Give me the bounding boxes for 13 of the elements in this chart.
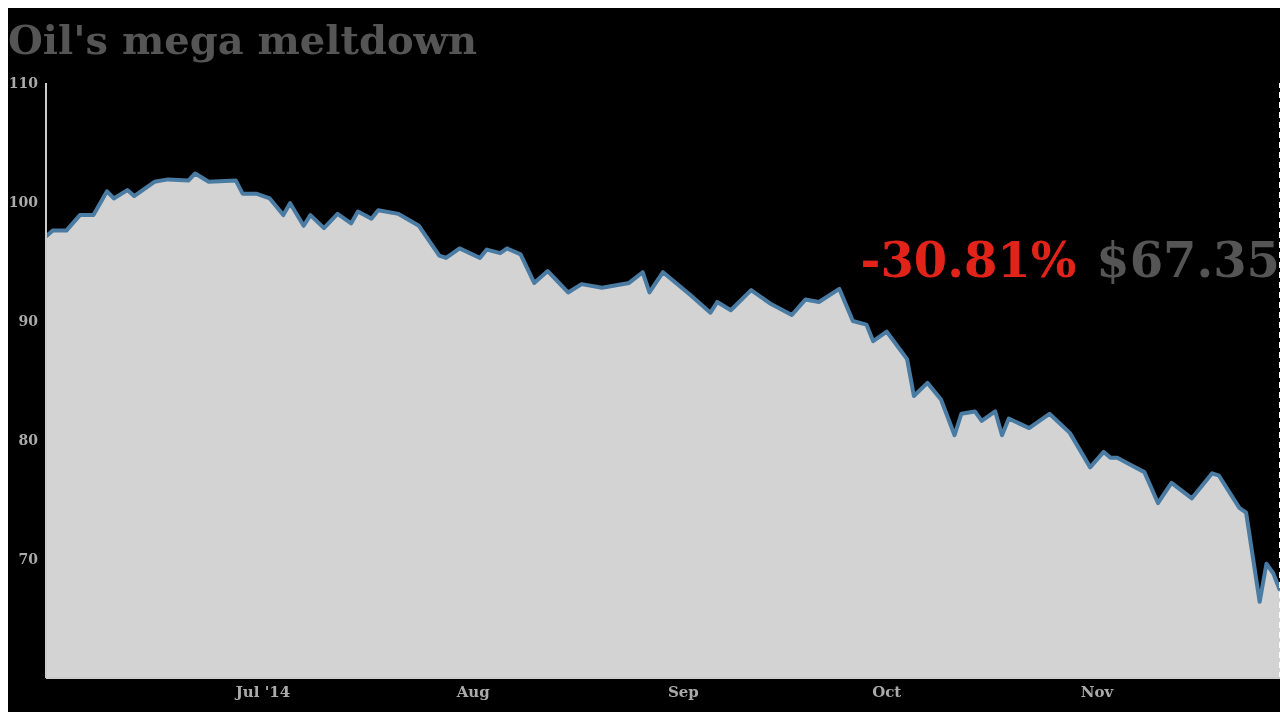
x-tick-label: Oct (872, 682, 902, 701)
y-tick-label: 110 (8, 74, 39, 91)
annotation: -30.81% (860, 231, 1077, 290)
annotation: $67.35 (1096, 231, 1280, 290)
y-tick-label: 80 (18, 431, 39, 448)
y-tick-label: 100 (8, 193, 39, 210)
x-tick-label: Sep (667, 682, 699, 701)
x-tick-label: Nov (1080, 682, 1115, 701)
y-tick-label: 90 (18, 312, 39, 329)
y-tick-label: 70 (18, 550, 39, 567)
x-tick-label: Aug (455, 682, 491, 701)
x-tick-label: Jul '14 (233, 682, 291, 701)
chart-title: Oil's mega meltdown (8, 16, 478, 64)
